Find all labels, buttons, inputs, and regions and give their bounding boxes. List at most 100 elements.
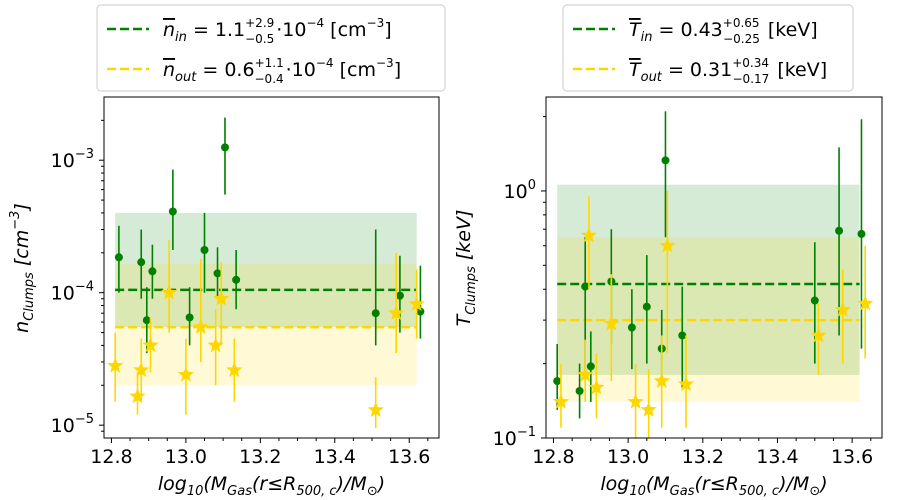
right-x-tick-label-2: 13.2	[682, 446, 724, 468]
left-marker-in-3	[148, 267, 157, 276]
right-point-out-8	[659, 190, 676, 354]
left-marker-in-1	[137, 258, 146, 267]
left-point-out-11	[388, 252, 405, 354]
right-point-out-12	[857, 245, 874, 359]
left-x-tick-label-2: 13.2	[239, 446, 281, 468]
left-marker-out-12	[408, 295, 425, 311]
left-y-tick-label-2: 10−3	[51, 147, 94, 172]
right-x-tick-label-0: 12.8	[532, 446, 574, 468]
right-marker-in-12	[857, 229, 866, 238]
right-marker-in-2	[581, 282, 590, 291]
left-point-out-10	[367, 377, 384, 429]
right-point-out-7	[653, 335, 670, 428]
right-point-out-1	[577, 339, 594, 402]
right-point-in-6	[642, 255, 651, 364]
left-legend-label-out: nout = 0.6+1.1 −0.4·10−4 [cm−3]	[163, 56, 401, 86]
right-x-axis-title: log10(MGas(r≤R500, c)/M⊙)	[600, 473, 827, 499]
left-x-tick-label-3: 13.4	[314, 446, 356, 468]
right-legend	[562, 4, 854, 92]
right-point-in-3	[586, 331, 595, 402]
left-marker-in-5	[185, 313, 194, 322]
right-marker-out-6	[640, 401, 657, 417]
right-y-tick-label-1: 100	[504, 178, 536, 203]
left-x-tick-label-0: 12.8	[90, 446, 132, 468]
right-marker-out-2	[580, 227, 598, 243]
left-x-tick-label-4: 13.6	[388, 446, 430, 468]
left-x-tick-label-1: 13.0	[165, 446, 207, 468]
left-axes-frame	[103, 96, 440, 439]
right-marker-in-3	[586, 362, 595, 371]
right-point-out-6	[640, 369, 657, 438]
right-band-in	[557, 184, 860, 375]
right-point-in-12	[857, 119, 866, 349]
left-point-out-8	[213, 262, 230, 346]
right-chart-panel: 12.8 13.0 13.2 13.4 13.6 10−1 100 log10(MGas(r≤…	[453, 4, 883, 499]
left-marker-in-8	[220, 143, 229, 152]
right-y-axis-title: TClumps [keV]	[453, 210, 479, 327]
left-point-out-6	[192, 258, 209, 362]
left-marker-out-10	[367, 401, 384, 417]
right-marker-in-0	[553, 377, 562, 386]
left-point-in-11	[395, 255, 404, 333]
right-y-tick-label-0: 10−1	[493, 425, 536, 450]
right-point-in-9	[678, 286, 687, 388]
left-point-in-6	[200, 212, 209, 293]
left-point-out-12	[408, 269, 425, 339]
left-marker-in-4	[168, 207, 177, 216]
left-point-in-5	[185, 287, 194, 346]
left-marker-out-11	[388, 304, 405, 321]
left-chart-panel: 12.8 13.0 13.2 13.4 13.6 10−5 10−4 10−3 log10(MG…	[8, 4, 446, 499]
right-legend-label-in: Tin = 0.43+0.65 −0.25 [keV]	[629, 16, 818, 46]
left-point-out-1	[129, 372, 146, 415]
right-point-out-0	[552, 363, 570, 428]
left-band-in	[115, 212, 417, 328]
right-axes-frame	[545, 96, 883, 439]
right-marker-in-11	[835, 226, 844, 235]
right-marker-in-8	[661, 156, 670, 165]
right-marker-out-0	[552, 393, 570, 409]
right-x-tick-label-3: 13.4	[756, 446, 798, 468]
left-point-out-7	[207, 309, 224, 386]
left-point-in-3	[148, 244, 157, 299]
left-marker-in-12	[416, 307, 425, 316]
right-marker-out-9	[677, 375, 695, 392]
right-marker-out-10	[810, 326, 827, 343]
left-marker-in-0	[114, 253, 123, 262]
left-y-tick-label-0: 10−5	[51, 412, 94, 437]
left-point-out-3	[142, 317, 159, 373]
left-point-in-0	[114, 225, 123, 293]
left-marker-out-4	[161, 284, 178, 300]
right-marker-in-1	[575, 386, 584, 395]
left-band-out	[115, 263, 417, 386]
left-marker-out-1	[129, 387, 146, 404]
right-marker-in-6	[642, 302, 651, 311]
left-point-in-2	[142, 287, 151, 354]
left-point-in-4	[168, 169, 177, 250]
left-marker-in-11	[395, 291, 404, 300]
right-point-out-4	[603, 274, 620, 382]
left-point-in-9	[232, 249, 241, 310]
left-point-out-9	[226, 338, 243, 402]
left-legend-label-in: nin = 1.1+2.9 −0.5·10−4 [cm−3]	[163, 16, 392, 46]
right-marker-out-1	[577, 366, 594, 382]
left-x-axis-title: log10(MGas(r≤R500, c)/M⊙)	[158, 473, 385, 499]
right-point-out-5	[627, 363, 644, 438]
left-marker-out-5	[177, 366, 194, 382]
left-marker-in-9	[232, 275, 241, 284]
left-marker-in-7	[213, 269, 222, 278]
right-point-out-3	[588, 353, 605, 419]
right-legend-label-out: Tout = 0.31+0.34 −0.17 [keV]	[629, 56, 827, 86]
left-marker-in-6	[200, 245, 209, 254]
left-y-tick-label-1: 10−4	[51, 280, 94, 305]
left-point-out-4	[161, 239, 178, 333]
right-point-in-5	[627, 289, 636, 370]
left-marker-out-9	[226, 361, 243, 378]
right-marker-in-9	[678, 331, 687, 340]
right-marker-in-10	[810, 296, 819, 305]
left-point-in-10	[371, 229, 380, 346]
left-point-in-8	[220, 117, 229, 195]
left-marker-out-8	[213, 290, 230, 306]
left-y-axis-title: nClumps [cm−3]	[8, 203, 37, 333]
right-marker-out-7	[653, 372, 670, 388]
